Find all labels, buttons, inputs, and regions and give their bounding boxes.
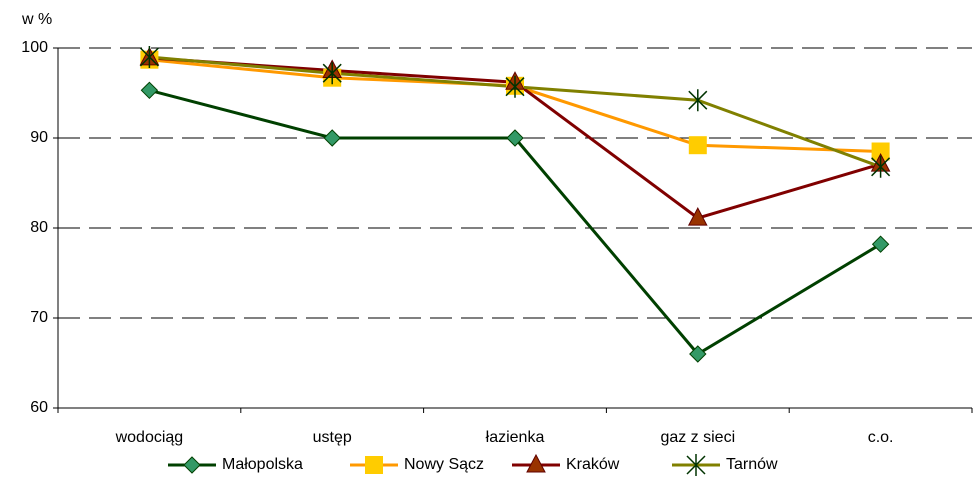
point bbox=[871, 235, 890, 253]
legend-marker bbox=[183, 456, 201, 474]
legend-marker bbox=[365, 456, 383, 474]
point bbox=[688, 89, 708, 112]
point bbox=[506, 129, 524, 147]
point bbox=[323, 129, 341, 147]
x-tick-label: wodociąg bbox=[115, 429, 184, 446]
y-tick-label: 90 bbox=[30, 129, 48, 146]
point bbox=[139, 46, 159, 68]
point bbox=[871, 142, 890, 161]
point bbox=[871, 155, 891, 178]
y-axis-label: w % bbox=[21, 11, 52, 28]
legend-label: Małopolska bbox=[222, 456, 303, 473]
y-tick-label: 60 bbox=[30, 399, 48, 416]
legend-marker bbox=[526, 453, 546, 473]
point bbox=[689, 345, 707, 363]
y-tick-label: 100 bbox=[21, 39, 48, 56]
legend-marker bbox=[686, 454, 706, 476]
point bbox=[687, 207, 708, 226]
x-tick-label: gaz z sieci bbox=[660, 429, 735, 446]
x-tick-label: ustęp bbox=[313, 429, 352, 446]
y-tick-label: 80 bbox=[30, 219, 48, 236]
x-tick-label: łazienka bbox=[486, 429, 545, 446]
point bbox=[688, 136, 707, 155]
legend-label: Tarnów bbox=[726, 456, 778, 473]
point bbox=[140, 81, 159, 100]
point bbox=[505, 75, 525, 98]
x-tick-label: c.o. bbox=[868, 429, 894, 446]
legend-label: Kraków bbox=[566, 456, 620, 473]
y-tick-label: 70 bbox=[30, 309, 48, 326]
legend-label: Nowy Sącz bbox=[404, 456, 484, 473]
point bbox=[322, 62, 342, 85]
